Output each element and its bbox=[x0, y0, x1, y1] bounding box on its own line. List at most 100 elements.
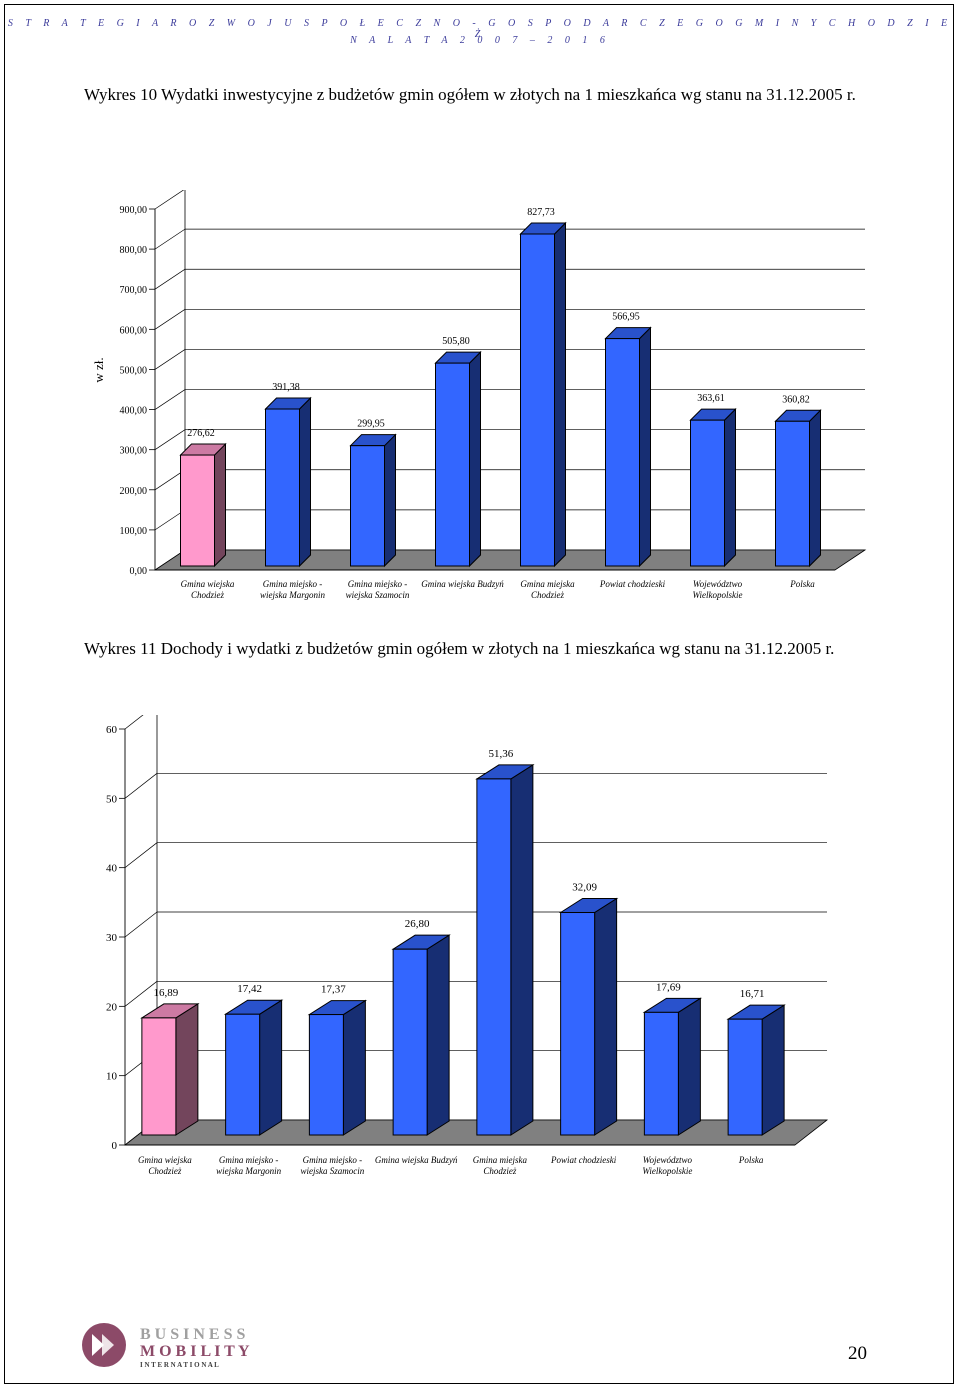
data-label: 26,80 bbox=[405, 918, 430, 930]
side-grid-line bbox=[124, 773, 158, 799]
x-tick-label: Gmina miejsko - bbox=[303, 1155, 363, 1165]
bar bbox=[350, 445, 385, 567]
y-tick-label: 20 bbox=[106, 1001, 118, 1013]
chart2-title: Wykres 11 Dochody i wydatki z budżetów g… bbox=[84, 639, 835, 658]
x-tick-label: Województwo bbox=[643, 1155, 693, 1165]
x-tick-label: wiejska Szamocin bbox=[346, 590, 410, 600]
bar-side bbox=[469, 350, 481, 568]
x-tick-label: Gmina miejsko - bbox=[219, 1155, 279, 1165]
x-tick-label: Gmina miejsko - bbox=[263, 579, 323, 589]
logo-icon: B U S I N E S S M O B I L I T Y I N T E … bbox=[82, 1323, 250, 1369]
bar-side bbox=[594, 897, 618, 1136]
data-label: 32,09 bbox=[572, 882, 597, 894]
x-tick-label: Chodzież bbox=[191, 590, 225, 600]
x-tick-label: Gmina miejska bbox=[473, 1155, 528, 1165]
bar-side bbox=[510, 763, 534, 1136]
data-label: 17,37 bbox=[321, 984, 346, 996]
data-label: 505,80 bbox=[442, 336, 470, 347]
bar bbox=[141, 1017, 177, 1136]
data-label: 17,42 bbox=[237, 983, 262, 995]
bar-side bbox=[214, 442, 226, 568]
x-tick-label: Chodzież bbox=[483, 1166, 517, 1176]
bar-side bbox=[554, 221, 566, 568]
side-grid-line bbox=[154, 268, 186, 290]
bar-side bbox=[761, 1004, 785, 1136]
bar bbox=[560, 912, 596, 1136]
data-label: 17,69 bbox=[656, 981, 681, 993]
bar bbox=[476, 778, 512, 1136]
bar-side bbox=[299, 396, 311, 568]
bar bbox=[643, 1011, 679, 1136]
bar bbox=[775, 420, 810, 567]
x-tick-label: Gmina wiejska Budzyń bbox=[375, 1155, 458, 1165]
bar bbox=[435, 362, 470, 567]
data-label: 360,82 bbox=[782, 394, 810, 405]
chart-1: 0,00 100,00 200,00 300,00 400,00 500,00 600,00… bbox=[91, 190, 867, 600]
bar-side bbox=[677, 997, 701, 1136]
y-tick-label: 30 bbox=[106, 932, 118, 944]
side-grid-line bbox=[124, 981, 158, 1007]
x-tick-label: Chodzież bbox=[148, 1166, 182, 1176]
y-tick-label: 700,00 bbox=[120, 285, 148, 296]
bar bbox=[180, 454, 215, 567]
y-tick-label: 0,00 bbox=[130, 566, 148, 577]
data-label: 51,36 bbox=[489, 748, 514, 760]
x-tick-label: Polska bbox=[789, 579, 815, 589]
side-grid-line bbox=[154, 349, 186, 370]
business-mobility-logo: B U S I N E S S M O B I L I T Y I N T E … bbox=[80, 1320, 320, 1370]
x-tick-label: Gmina miejska bbox=[520, 579, 575, 589]
page-frame bbox=[4, 4, 954, 1384]
y-axis-label: w zł. bbox=[91, 357, 106, 382]
y-tick-label: 40 bbox=[106, 863, 118, 875]
y-tick-label: 50 bbox=[106, 793, 118, 805]
side-grid-line bbox=[154, 429, 186, 450]
data-label: 827,73 bbox=[527, 207, 555, 218]
x-tick-label: wiejska Margonin bbox=[216, 1166, 281, 1176]
page-number: 20 bbox=[848, 1343, 867, 1364]
data-label: 16,71 bbox=[740, 988, 765, 1000]
y-tick-label: 400,00 bbox=[120, 406, 148, 417]
bar bbox=[690, 419, 725, 567]
y-tick-label: 600,00 bbox=[120, 325, 148, 336]
y-tick-label: 500,00 bbox=[120, 365, 148, 376]
y-tick-label: 0 bbox=[112, 1140, 118, 1152]
side-grid-line bbox=[124, 911, 158, 938]
logo-line-3: I N T E R N A T I O N A L bbox=[140, 1361, 219, 1369]
x-tick-label: wiejska Margonin bbox=[260, 590, 325, 600]
x-tick-label: Powiat chodzieski bbox=[599, 579, 666, 589]
y-tick-label: 100,00 bbox=[120, 526, 148, 537]
side-grid-line bbox=[154, 190, 185, 210]
side-grid-line bbox=[154, 389, 186, 410]
y-tick-label: 200,00 bbox=[120, 486, 148, 497]
x-tick-label: Województwo bbox=[693, 579, 743, 589]
logo-line-1: B U S I N E S S bbox=[140, 1326, 245, 1343]
bar bbox=[605, 338, 640, 567]
bar bbox=[520, 233, 555, 567]
bar bbox=[265, 408, 300, 567]
data-label: 566,95 bbox=[612, 312, 640, 323]
x-tick-label: Gmina miejsko - bbox=[348, 579, 408, 589]
chart-floor bbox=[153, 549, 867, 571]
x-tick-label: Polska bbox=[738, 1155, 764, 1165]
header-line-2: N A L A T A 2 0 0 7 – 2 0 1 6 bbox=[350, 35, 610, 46]
x-tick-label: Gmina wiejska Budzyń bbox=[421, 579, 504, 589]
side-grid-line bbox=[124, 842, 158, 868]
bar bbox=[392, 948, 428, 1136]
bar-side bbox=[724, 407, 736, 568]
bar bbox=[225, 1013, 261, 1136]
x-tick-label: Wielkopolskie bbox=[693, 590, 743, 600]
chart1-title: Wykres 10 Wydatki inwestycyjne z budżetó… bbox=[84, 85, 856, 104]
bar-side bbox=[175, 1002, 199, 1136]
x-tick-label: Gmina wiejska bbox=[181, 579, 235, 589]
side-grid-line bbox=[124, 715, 144, 730]
bar-side bbox=[342, 999, 366, 1136]
bar-side bbox=[426, 934, 450, 1136]
y-tick-label: 60 bbox=[106, 724, 118, 736]
y-tick-label: 800,00 bbox=[120, 245, 148, 256]
x-tick-label: wiejska Szamocin bbox=[301, 1166, 365, 1176]
x-tick-label: Wielkopolskie bbox=[642, 1166, 692, 1176]
x-tick-label: Powiat chodzieski bbox=[550, 1155, 617, 1165]
x-tick-label: Gmina wiejska bbox=[138, 1155, 192, 1165]
bar-side bbox=[384, 433, 396, 568]
